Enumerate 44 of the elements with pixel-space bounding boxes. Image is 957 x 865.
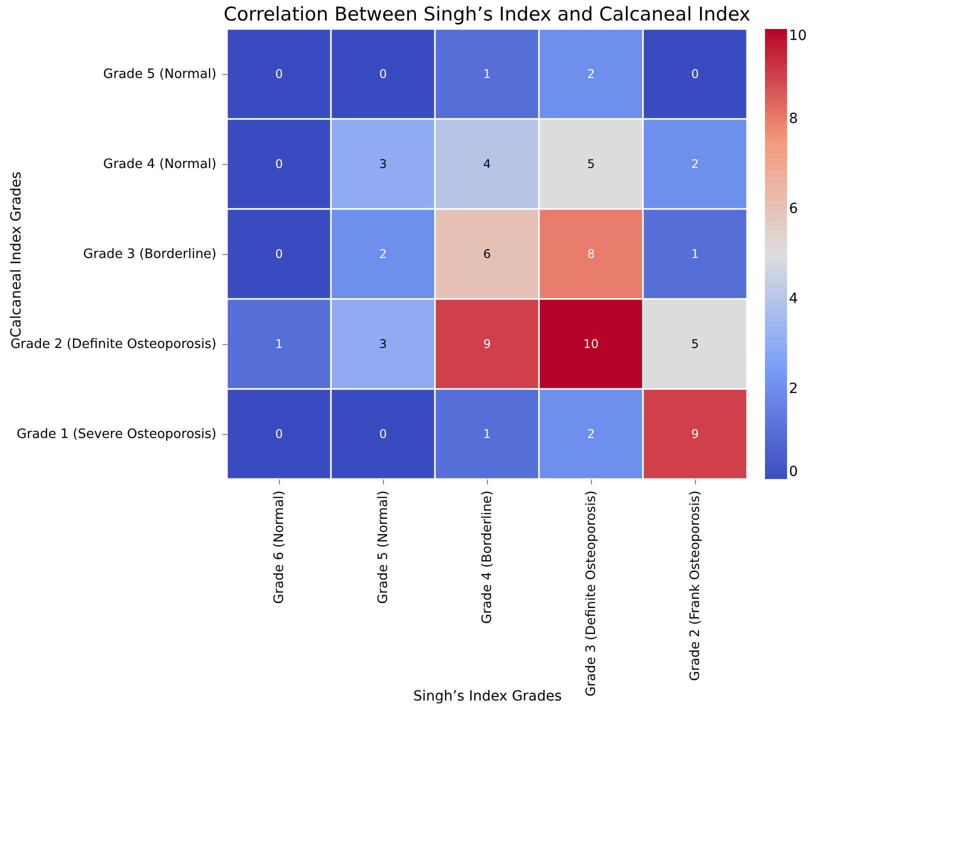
data-label: 5: [691, 337, 699, 351]
x-tick-label: Grade 5 (Normal): [376, 490, 391, 604]
data-label: 0: [379, 67, 387, 81]
data-label: 2: [587, 67, 595, 81]
data-label: 9: [483, 337, 491, 351]
color-bar-label: 10: [789, 28, 807, 44]
data-label: 1: [483, 67, 491, 81]
y-tick-label: Grade 3 (Borderline): [83, 247, 216, 262]
data-label: 1: [691, 247, 699, 261]
data-label: 5: [587, 157, 595, 171]
y-tick-label: Grade 1 (Severe Osteoporosis): [16, 427, 216, 442]
color-bar-label: 2: [789, 381, 798, 397]
data-label: 3: [379, 157, 387, 171]
x-tick-label: Grade 2 (Frank Osteoporosis): [688, 490, 703, 681]
y-tick-label: Grade 5 (Normal): [103, 67, 216, 82]
data-label: 4: [483, 157, 491, 171]
color-bar-label: 4: [789, 291, 798, 307]
data-label: 3: [379, 337, 387, 351]
y-tick-label: Grade 4 (Normal): [103, 157, 216, 172]
color-bar-label: 6: [789, 201, 798, 217]
data-label: 8: [587, 247, 595, 261]
y-tick-label: Grade 2 (Definite Osteoporosis): [10, 337, 216, 352]
color-bar-label: 0: [789, 464, 798, 480]
data-label: 6: [483, 247, 491, 261]
data-label: 10: [583, 337, 599, 351]
chart-title: Correlation Between Singh’s Index and Calcaneal Index: [224, 3, 750, 26]
color-bar-label: 8: [789, 111, 798, 127]
data-label: 0: [691, 67, 699, 81]
data-label: 2: [379, 247, 387, 261]
data-label: 2: [587, 427, 595, 441]
data-label: 9: [691, 427, 699, 441]
data-label: 0: [275, 427, 283, 441]
data-label: 2: [691, 157, 699, 171]
y-axis-title: Calcaneal Index Grades: [8, 172, 24, 338]
data-label: 0: [275, 247, 283, 261]
data-label: 0: [275, 157, 283, 171]
x-axis-title: Singh’s Index Grades: [413, 688, 562, 704]
x-tick-label: Grade 6 (Normal): [272, 490, 287, 604]
x-tick-label: Grade 3 (Definite Osteoporosis): [584, 490, 599, 697]
data-label: 0: [379, 427, 387, 441]
x-tick-label: Grade 4 (Borderline): [480, 490, 495, 624]
data-label: 1: [483, 427, 491, 441]
data-label: 1: [275, 337, 283, 351]
data-label: 0: [275, 67, 283, 81]
